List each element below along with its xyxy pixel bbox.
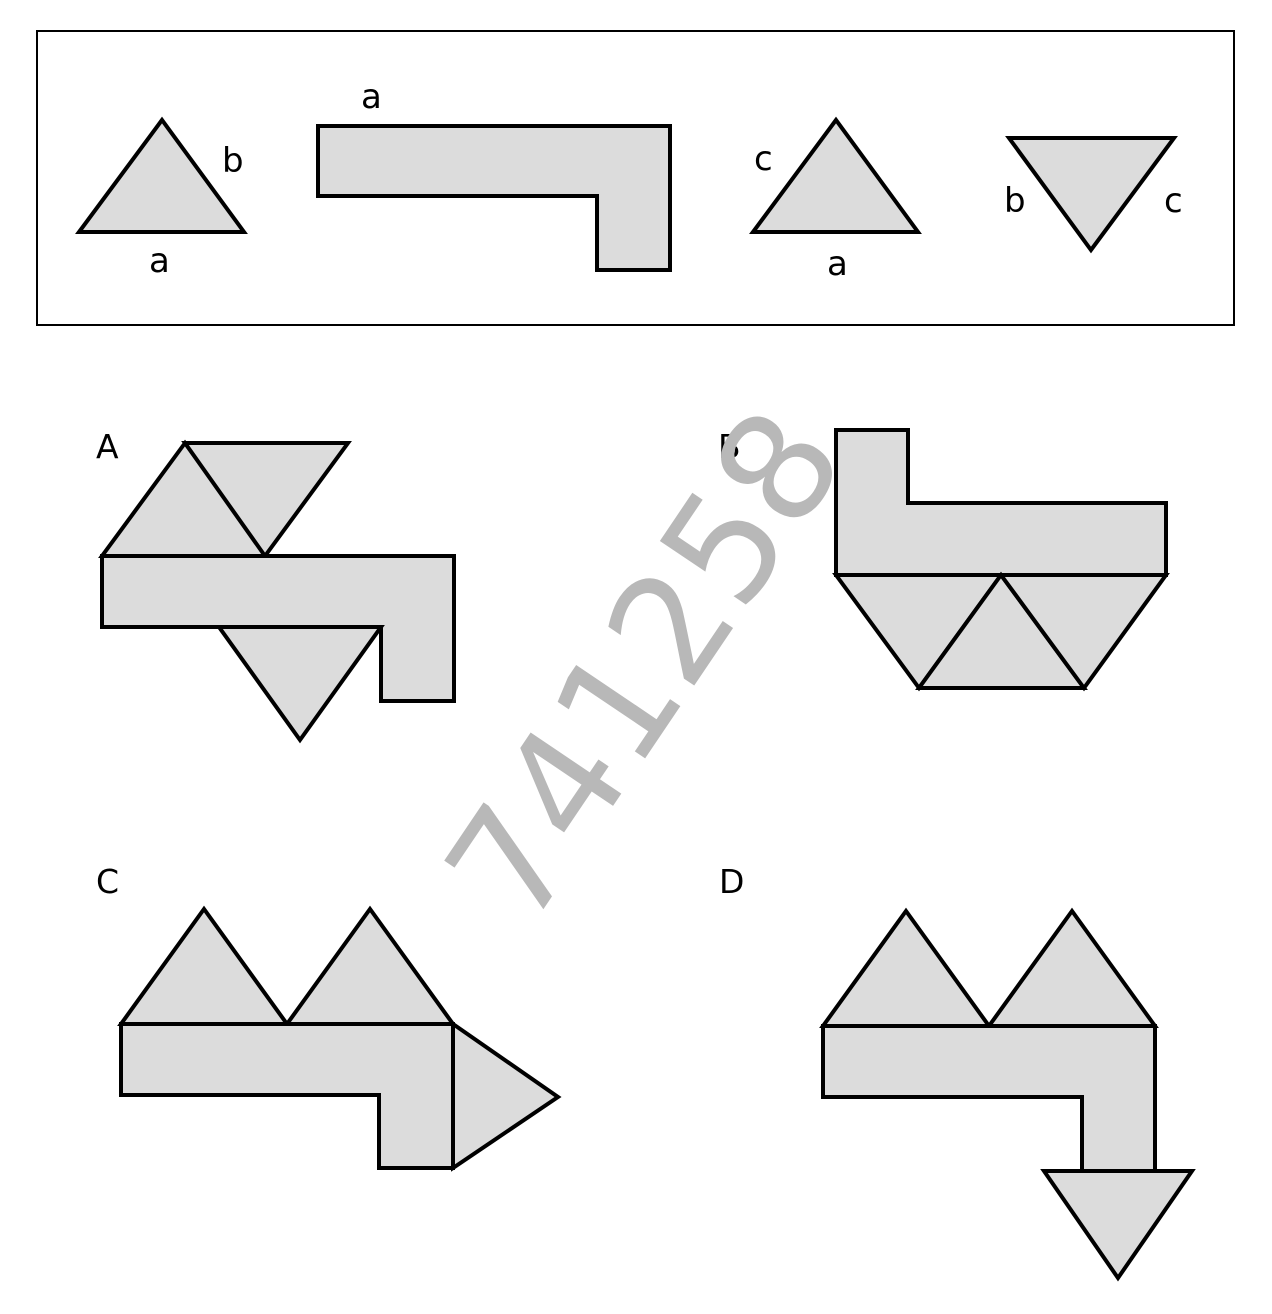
triangle-bc-label-c: c bbox=[1164, 181, 1183, 221]
option-a-label: A bbox=[96, 427, 119, 466]
l-shape-shape bbox=[316, 124, 672, 272]
option-c-triangle-right bbox=[283, 905, 457, 1026]
triangle-bc-shape bbox=[1005, 136, 1178, 254]
option-b-triangle-right bbox=[997, 573, 1170, 692]
option-d-triangle-right bbox=[985, 907, 1159, 1028]
option-d[interactable]: D bbox=[719, 862, 1196, 1282]
option-c-l-shape bbox=[119, 1022, 455, 1170]
option-d-triangle-bottom bbox=[1040, 1169, 1196, 1282]
option-b-l-shape bbox=[834, 428, 1168, 577]
option-c-label: C bbox=[96, 862, 119, 901]
option-a-triangle-down bbox=[181, 441, 352, 560]
triangle-ca-label-c: c bbox=[754, 139, 773, 179]
option-a-l-shape bbox=[100, 554, 456, 703]
piece-triangle-ca: c a bbox=[749, 116, 922, 284]
option-a[interactable]: A bbox=[96, 427, 456, 744]
piece-triangle-bc: b c bbox=[1004, 136, 1183, 254]
triangle-ca-shape bbox=[749, 116, 922, 234]
triangle-ab-shape bbox=[75, 116, 248, 234]
option-b-label: B bbox=[718, 427, 741, 466]
option-a-triangle-bottom bbox=[215, 625, 385, 744]
option-d-l-shape bbox=[821, 1024, 1157, 1173]
piece-triangle-ab: b a bbox=[75, 116, 248, 281]
option-c[interactable]: C bbox=[96, 862, 562, 1172]
option-d-label: D bbox=[719, 862, 744, 901]
triangle-ab-label-a: a bbox=[149, 241, 170, 281]
triangle-ca-label-a: a bbox=[827, 244, 848, 284]
option-c-triangle-side bbox=[451, 1020, 562, 1172]
triangle-ab-label-b: b bbox=[222, 141, 244, 181]
l-shape-label-a: a bbox=[361, 77, 382, 117]
piece-l-shape: a bbox=[316, 77, 672, 272]
pieces-frame bbox=[36, 30, 1235, 326]
option-c-triangle-left bbox=[117, 905, 291, 1026]
triangle-bc-label-b: b bbox=[1004, 181, 1026, 221]
option-d-triangle-left bbox=[819, 907, 993, 1028]
option-b[interactable]: B bbox=[718, 427, 1170, 692]
watermark: 741258 bbox=[414, 380, 878, 952]
